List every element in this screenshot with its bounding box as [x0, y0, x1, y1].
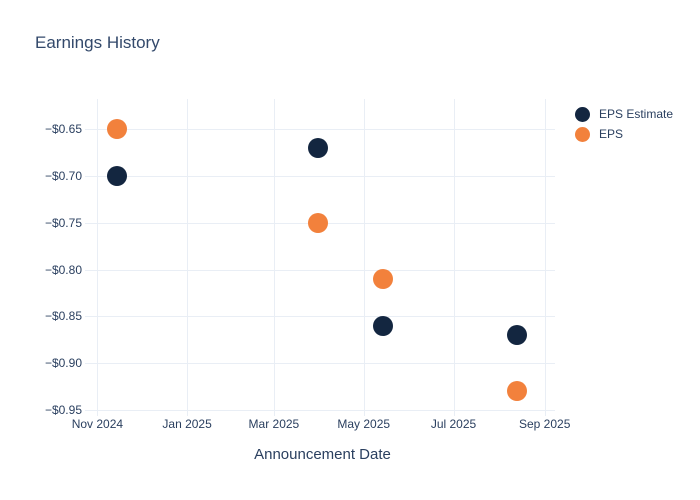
x-gridline [453, 99, 455, 416]
data-point-eps[interactable] [372, 268, 393, 289]
y-tick-label: −$0.75 [44, 215, 82, 230]
data-point-eps[interactable] [106, 119, 127, 139]
x-axis-title: Announcement Date [254, 446, 391, 463]
x-tick-label: Mar 2025 [248, 417, 300, 431]
chart-title: Earnings History [35, 33, 160, 52]
y-gridline [85, 316, 555, 318]
y-gridline [85, 363, 555, 365]
x-gridline [187, 99, 189, 416]
x-gridline [97, 99, 99, 416]
data-point-eps[interactable] [308, 212, 329, 233]
y-gridline [85, 129, 555, 130]
x-gridline [363, 99, 365, 416]
legend-label: EPS Estimate [599, 107, 674, 121]
y-gridline [85, 269, 555, 271]
data-point-eps-estimate[interactable] [506, 325, 527, 346]
x-tick-label: Nov 2024 [71, 417, 124, 431]
data-point-eps-estimate[interactable] [372, 315, 393, 336]
x-tick-label: Sep 2025 [518, 417, 571, 431]
legend: EPS Estimate EPS [575, 104, 673, 144]
data-point-eps-estimate[interactable] [308, 137, 329, 158]
legend-item-eps-estimate[interactable]: EPS Estimate [575, 104, 673, 124]
x-tick-label: May 2025 [337, 417, 391, 431]
y-tick-label: −$0.85 [44, 309, 82, 324]
y-gridline [85, 175, 555, 177]
legend-swatch-icon [575, 106, 590, 122]
y-tick-label: −$0.90 [44, 356, 82, 371]
y-tick-label: −$0.70 [44, 168, 82, 183]
legend-swatch-icon [575, 126, 590, 142]
x-tick-label: Jul 2025 [430, 417, 477, 431]
x-gridline [273, 99, 275, 416]
x-gridline [544, 99, 546, 416]
x-tick-label: Jan 2025 [162, 417, 212, 431]
y-tick-label: −$0.95 [44, 403, 82, 417]
y-tick-label: −$0.80 [44, 262, 82, 277]
legend-item-eps[interactable]: EPS [575, 124, 673, 144]
y-tick-label: −$0.65 [44, 122, 82, 136]
legend-label: EPS [599, 127, 624, 141]
data-point-eps-estimate[interactable] [106, 165, 127, 186]
data-point-eps[interactable] [506, 381, 527, 402]
y-gridline [85, 410, 555, 411]
